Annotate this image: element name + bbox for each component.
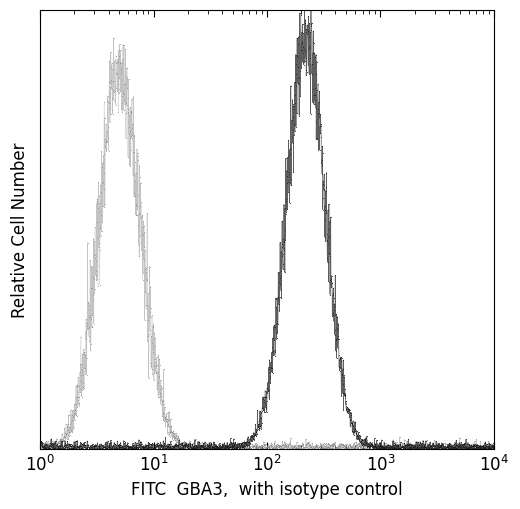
Y-axis label: Relative Cell Number: Relative Cell Number xyxy=(11,143,29,318)
X-axis label: FITC  GBA3,  with isotype control: FITC GBA3, with isotype control xyxy=(131,480,403,498)
